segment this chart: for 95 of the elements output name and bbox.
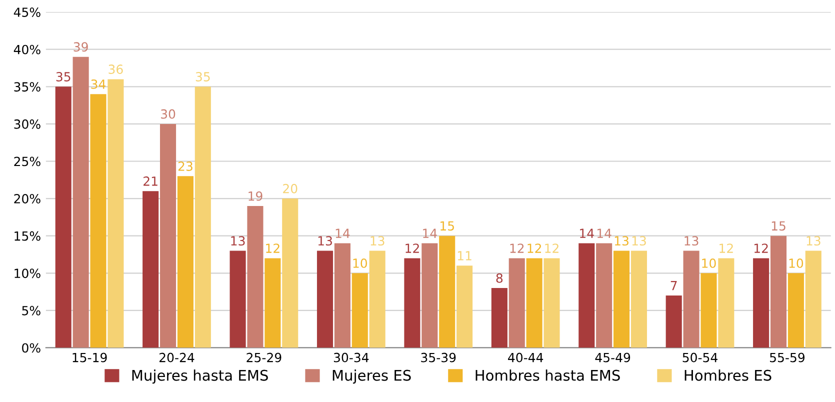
bar: [264, 258, 281, 348]
x-tick-label: 50-54: [682, 352, 718, 362]
bar: [700, 273, 717, 348]
y-tick-label: 30%: [14, 119, 40, 129]
data-label: 13: [614, 236, 628, 246]
data-label: 13: [370, 236, 384, 246]
data-label: 21: [144, 176, 158, 186]
bar: [491, 288, 508, 348]
data-label: 12: [266, 244, 280, 253]
data-label: 14: [423, 228, 437, 238]
bar: [369, 250, 386, 348]
data-label: 10: [353, 258, 368, 268]
data-label: 36: [108, 64, 123, 74]
y-tick-label: 5%: [22, 306, 40, 316]
data-label: 15: [440, 221, 454, 231]
data-label: 10: [702, 258, 716, 268]
bar: [160, 124, 176, 348]
bar: [718, 258, 734, 348]
bar: [404, 258, 420, 348]
x-tick-label: 15-19: [72, 352, 107, 362]
data-label: 13: [806, 236, 820, 246]
data-label: 14: [597, 228, 612, 238]
x-tick-label: 55-59: [770, 352, 804, 362]
data-label: 12: [545, 244, 558, 253]
bar: [108, 79, 124, 348]
data-label: 15: [772, 221, 786, 231]
y-tick-label: 35%: [14, 82, 40, 92]
bar: [334, 243, 350, 348]
data-label: 7: [670, 281, 677, 290]
bar: [439, 236, 456, 348]
bar: [544, 258, 560, 348]
data-label: 12: [510, 244, 524, 253]
data-label: 12: [528, 244, 542, 253]
data-label: 35: [56, 72, 70, 82]
data-label: 34: [91, 79, 106, 89]
bar: [72, 56, 89, 348]
data-label: 8: [496, 273, 503, 283]
bar: [683, 250, 700, 348]
bar: [90, 94, 106, 348]
bar: [508, 258, 525, 348]
legend-label: Hombres ES: [684, 370, 772, 381]
bar: [578, 243, 595, 348]
bar: [770, 236, 787, 348]
bar: [666, 296, 682, 348]
bar: [177, 176, 194, 348]
bar: [422, 243, 438, 348]
data-label: 30: [161, 109, 176, 119]
data-label: 13: [318, 236, 332, 246]
x-tick-label: 35-39: [421, 352, 456, 362]
data-label: 10: [789, 258, 804, 268]
y-tick-label: 25%: [14, 156, 40, 166]
bar: [456, 266, 473, 348]
bar: [316, 250, 334, 348]
y-tick-label: 40%: [14, 44, 40, 54]
data-label: 14: [580, 228, 594, 238]
y-tick-label: 10%: [14, 268, 40, 278]
data-label: 13: [231, 236, 245, 246]
data-label: 12: [406, 244, 419, 253]
bar: [788, 273, 804, 348]
x-tick-label: 45-49: [595, 352, 630, 362]
bar: [142, 191, 159, 348]
data-label: 14: [336, 228, 350, 238]
legend-label: Hombres hasta EMS: [476, 370, 620, 381]
data-label: 20: [283, 184, 298, 194]
data-label: 13: [632, 236, 646, 246]
data-label: 35: [196, 72, 210, 82]
data-label: 23: [178, 162, 192, 171]
bar: [805, 250, 822, 348]
data-label: 19: [248, 191, 262, 201]
bar: [282, 198, 298, 348]
bar: [352, 273, 368, 348]
bar: [753, 258, 770, 348]
bar: [230, 250, 246, 348]
data-label: 13: [684, 236, 698, 246]
x-tick-label: 30-34: [334, 352, 369, 362]
bar: [247, 206, 264, 348]
y-tick-label: 20%: [14, 194, 40, 204]
data-label: 11: [458, 251, 472, 260]
x-tick-label: 20-24: [159, 352, 194, 362]
y-tick-label: 45%: [14, 8, 40, 17]
data-label: 39: [74, 42, 88, 52]
bar: [596, 243, 612, 348]
bar: [630, 250, 647, 348]
bar: [526, 258, 542, 348]
x-tick-label: 25-29: [246, 352, 282, 362]
x-tick-label: 40-44: [508, 352, 544, 362]
legend-label: Mujeres ES: [332, 370, 411, 384]
bar: [613, 250, 630, 348]
y-tick-label: 15%: [14, 231, 40, 241]
bar: [194, 86, 211, 348]
data-label: 12: [720, 244, 733, 253]
legend-label: Mujeres hasta EMS: [132, 370, 268, 384]
y-tick-label: 0%: [22, 343, 40, 353]
data-label: 12: [754, 244, 768, 253]
bar: [55, 86, 72, 348]
